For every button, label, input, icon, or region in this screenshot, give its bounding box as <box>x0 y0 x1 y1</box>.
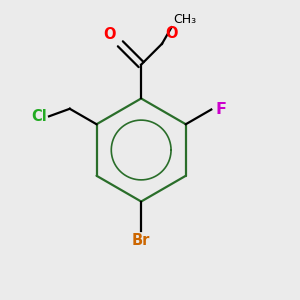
Text: Cl: Cl <box>31 109 47 124</box>
Text: F: F <box>216 102 227 117</box>
Text: Br: Br <box>132 233 150 248</box>
Text: O: O <box>103 27 116 42</box>
Text: O: O <box>166 26 178 41</box>
Text: CH₃: CH₃ <box>173 13 196 26</box>
